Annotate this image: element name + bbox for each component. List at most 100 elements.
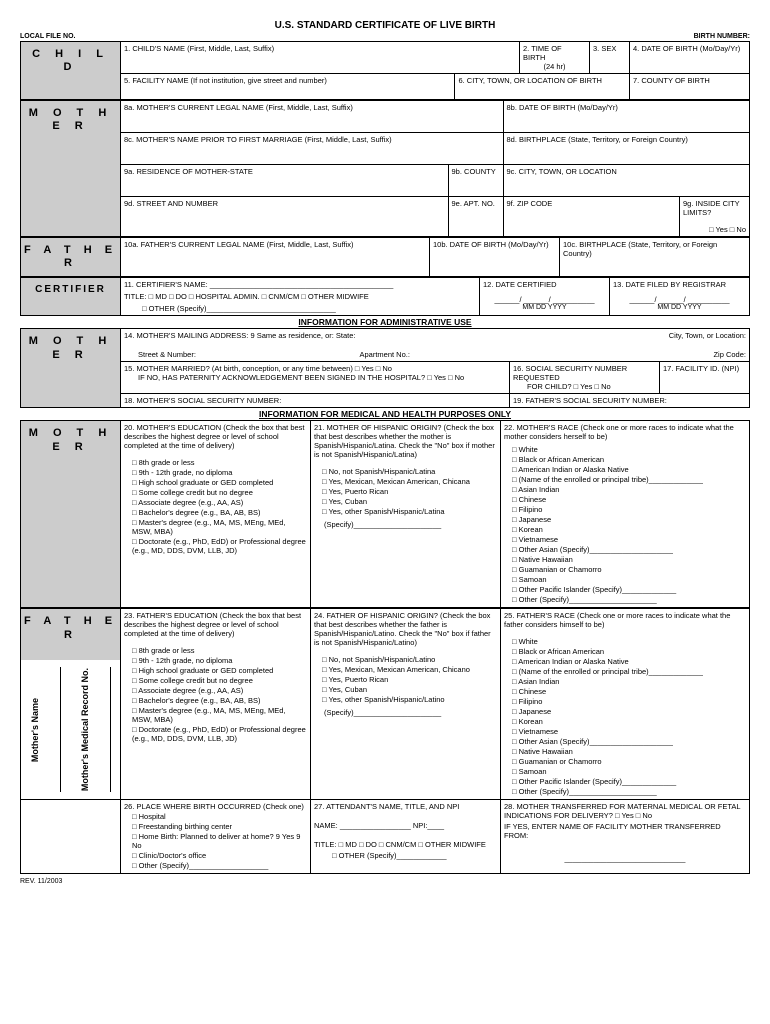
- field-9f[interactable]: 9f. ZIP CODE: [503, 197, 679, 237]
- option[interactable]: Doctorate (e.g., PhD, EdD) or Profession…: [132, 537, 307, 555]
- option[interactable]: Other (Specify)___________________: [132, 861, 307, 870]
- option[interactable]: Vietnamese: [512, 535, 746, 544]
- field-13[interactable]: 13. DATE FILED BY REGISTRAR ______/ ____…: [610, 278, 750, 316]
- option[interactable]: No, not Spanish/Hispanic/Latino: [322, 655, 497, 664]
- option[interactable]: Korean: [512, 525, 746, 534]
- field-27[interactable]: 27. ATTENDANT'S NAME, TITLE, AND NPI NAM…: [311, 800, 501, 874]
- option[interactable]: Asian Indian: [512, 485, 746, 494]
- option[interactable]: Asian Indian: [512, 677, 746, 686]
- option[interactable]: Chinese: [512, 495, 746, 504]
- field-22[interactable]: 22. MOTHER'S RACE (Check one or more rac…: [501, 421, 750, 608]
- option[interactable]: Black or African American: [512, 647, 746, 656]
- field-16[interactable]: 16. SOCIAL SECURITY NUMBER REQUESTED FOR…: [510, 362, 660, 394]
- field-5[interactable]: 5. FACILITY NAME (If not institution, gi…: [121, 74, 455, 100]
- field-26[interactable]: 26. PLACE WHERE BIRTH OCCURRED (Check on…: [121, 800, 311, 874]
- field-1[interactable]: 1. CHILD'S NAME (First, Middle, Last, Su…: [121, 42, 520, 74]
- field-24[interactable]: 24. FATHER OF HISPANIC ORIGIN? (Check th…: [311, 609, 501, 800]
- option[interactable]: Associate degree (e.g., AA, AS): [132, 498, 307, 507]
- field-9b[interactable]: 9b. COUNTY: [448, 165, 503, 197]
- field-10b[interactable]: 10b. DATE OF BIRTH (Mo/Day/Yr): [430, 238, 560, 277]
- option[interactable]: White: [512, 445, 746, 454]
- option[interactable]: 9th - 12th grade, no diploma: [132, 656, 307, 665]
- field-21[interactable]: 21. MOTHER OF HISPANIC ORIGIN? (Check th…: [311, 421, 501, 608]
- option[interactable]: Yes, other Spanish/Hispanic/Latino: [322, 695, 497, 704]
- option[interactable]: Other Asian (Specify)___________________…: [512, 545, 746, 554]
- field-18[interactable]: 18. MOTHER'S SOCIAL SECURITY NUMBER:: [121, 394, 510, 408]
- field-8d[interactable]: 8d. BIRTHPLACE (State, Territory, or For…: [503, 133, 749, 165]
- option[interactable]: 8th grade or less: [132, 458, 307, 467]
- option[interactable]: Samoan: [512, 575, 746, 584]
- option[interactable]: Samoan: [512, 767, 746, 776]
- option[interactable]: Bachelor's degree (e.g., BA, AB, BS): [132, 508, 307, 517]
- option[interactable]: Other Asian (Specify)___________________…: [512, 737, 746, 746]
- option[interactable]: Native Hawaiian: [512, 747, 746, 756]
- option[interactable]: Native Hawaiian: [512, 555, 746, 564]
- field-9c[interactable]: 9c. CITY, TOWN, OR LOCATION: [503, 165, 749, 197]
- field-7[interactable]: 7. COUNTY OF BIRTH: [630, 74, 750, 100]
- option[interactable]: Other Pacific Islander (Specify)________…: [512, 777, 746, 786]
- option[interactable]: High school graduate or GED completed: [132, 666, 307, 675]
- field-23[interactable]: 23. FATHER'S EDUCATION (Check the box th…: [121, 609, 311, 800]
- option[interactable]: High school graduate or GED completed: [132, 478, 307, 487]
- field-9g[interactable]: 9g. INSIDE CITY LIMITS?□ Yes □ No: [680, 197, 750, 237]
- field-8b[interactable]: 8b. DATE OF BIRTH (Mo/Day/Yr): [503, 101, 749, 133]
- option[interactable]: Yes, Puerto Rican: [322, 675, 497, 684]
- field-12[interactable]: 12. DATE CERTIFIED ______/ ______/ _____…: [480, 278, 610, 316]
- option[interactable]: Yes, Mexican, Mexican American, Chicana: [322, 477, 497, 486]
- option[interactable]: Filipino: [512, 697, 746, 706]
- option[interactable]: American Indian or Alaska Native: [512, 657, 746, 666]
- field-3[interactable]: 3. SEX: [590, 42, 630, 74]
- option[interactable]: No, not Spanish/Hispanic/Latina: [322, 467, 497, 476]
- option[interactable]: Hospital: [132, 812, 307, 821]
- field-9e[interactable]: 9e. APT. NO.: [448, 197, 503, 237]
- option[interactable]: Yes, other Spanish/Hispanic/Latina: [322, 507, 497, 516]
- field-20[interactable]: 20. MOTHER'S EDUCATION (Check the box th…: [121, 421, 311, 608]
- field-15[interactable]: 15. MOTHER MARRIED? (At birth, conceptio…: [121, 362, 510, 394]
- field-19[interactable]: 19. FATHER'S SOCIAL SECURITY NUMBER:: [510, 394, 750, 408]
- field-9d[interactable]: 9d. STREET AND NUMBER: [121, 197, 449, 237]
- option[interactable]: Other (Specify)_____________________: [512, 595, 746, 604]
- option[interactable]: Yes, Cuban: [322, 497, 497, 506]
- option[interactable]: Chinese: [512, 687, 746, 696]
- option[interactable]: Yes, Puerto Rican: [322, 487, 497, 496]
- option[interactable]: Korean: [512, 717, 746, 726]
- option[interactable]: Home Birth: Planned to deliver at home? …: [132, 832, 307, 850]
- option[interactable]: (Name of the enrolled or principal tribe…: [512, 667, 746, 676]
- option[interactable]: American Indian or Alaska Native: [512, 465, 746, 474]
- option[interactable]: 9th - 12th grade, no diploma: [132, 468, 307, 477]
- option[interactable]: Associate degree (e.g., AA, AS): [132, 686, 307, 695]
- field-4[interactable]: 4. DATE OF BIRTH (Mo/Day/Yr): [630, 42, 750, 74]
- option[interactable]: Black or African American: [512, 455, 746, 464]
- option[interactable]: Guamanian or Chamorro: [512, 565, 746, 574]
- option[interactable]: Clinic/Doctor's office: [132, 851, 307, 860]
- option[interactable]: Other Pacific Islander (Specify)________…: [512, 585, 746, 594]
- field-28[interactable]: 28. MOTHER TRANSFERRED FOR MATERNAL MEDI…: [501, 800, 750, 874]
- option[interactable]: (Name of the enrolled or principal tribe…: [512, 475, 746, 484]
- option[interactable]: Bachelor's degree (e.g., BA, AB, BS): [132, 696, 307, 705]
- field-10a[interactable]: 10a. FATHER'S CURRENT LEGAL NAME (First,…: [121, 238, 430, 277]
- option[interactable]: 8th grade or less: [132, 646, 307, 655]
- field-8c[interactable]: 8c. MOTHER'S NAME PRIOR TO FIRST MARRIAG…: [121, 133, 504, 165]
- field-8a[interactable]: 8a. MOTHER'S CURRENT LEGAL NAME (First, …: [121, 101, 504, 133]
- option[interactable]: Guamanian or Chamorro: [512, 757, 746, 766]
- option[interactable]: Freestanding birthing center: [132, 822, 307, 831]
- field-2[interactable]: 2. TIME OF BIRTH(24 hr): [520, 42, 590, 74]
- option[interactable]: Master's degree (e.g., MA, MS, MEng, MEd…: [132, 518, 307, 536]
- option[interactable]: Japanese: [512, 515, 746, 524]
- option[interactable]: Some college credit but no degree: [132, 488, 307, 497]
- option[interactable]: Other (Specify)_____________________: [512, 787, 746, 796]
- option[interactable]: Master's degree (e.g., MA, MS, MEng, MEd…: [132, 706, 307, 724]
- option[interactable]: Yes, Mexican, Mexican American, Chicano: [322, 665, 497, 674]
- field-25[interactable]: 25. FATHER'S RACE (Check one or more rac…: [501, 609, 750, 800]
- option[interactable]: Yes, Cuban: [322, 685, 497, 694]
- field-17[interactable]: 17. FACILITY ID. (NPI): [660, 362, 750, 394]
- field-11[interactable]: 11. CERTIFIER'S NAME: __________________…: [121, 278, 480, 316]
- field-14[interactable]: 14. MOTHER'S MAILING ADDRESS: 9 Same as …: [121, 329, 750, 362]
- field-10c[interactable]: 10c. BIRTHPLACE (State, Territory, or Fo…: [560, 238, 750, 277]
- option[interactable]: Some college credit but no degree: [132, 676, 307, 685]
- option[interactable]: Filipino: [512, 505, 746, 514]
- option[interactable]: Doctorate (e.g., PhD, EdD) or Profession…: [132, 725, 307, 743]
- option[interactable]: Japanese: [512, 707, 746, 716]
- field-6[interactable]: 6. CITY, TOWN, OR LOCATION OF BIRTH: [455, 74, 630, 100]
- option[interactable]: White: [512, 637, 746, 646]
